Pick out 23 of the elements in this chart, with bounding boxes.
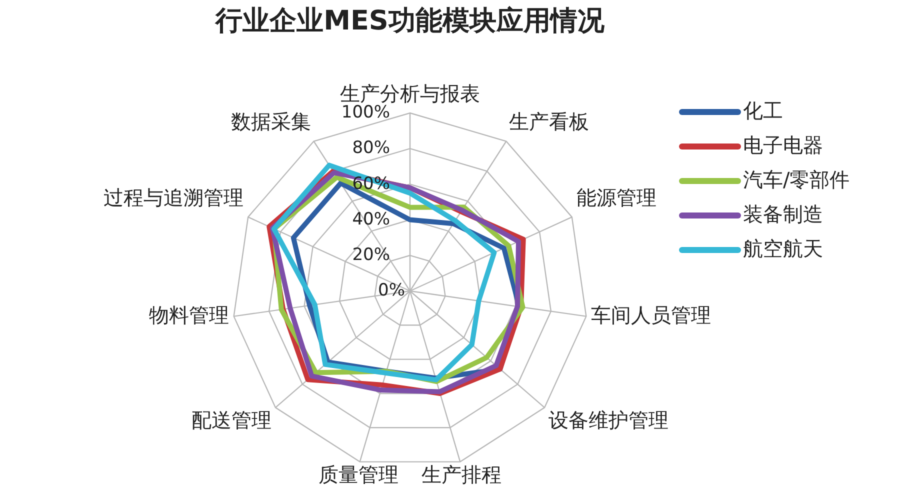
y-tick-label: 40% xyxy=(352,209,390,230)
y-tick-label: 20% xyxy=(352,245,390,266)
spoke-label: 生产排程 xyxy=(422,462,502,486)
spoke-label: 能源管理 xyxy=(576,186,656,210)
spoke-label: 设备维护管理 xyxy=(548,408,668,432)
chart-title: 行业企业MES功能模块应用情况 xyxy=(214,5,606,36)
spoke-label: 过程与追溯管理 xyxy=(104,186,244,210)
y-tick-label: 100% xyxy=(341,102,390,123)
spoke-label: 车间人员管理 xyxy=(591,302,712,327)
legend-label: 汽车/零部件 xyxy=(743,167,850,192)
legend-label: 航空航天 xyxy=(743,236,823,260)
y-tick-label: 80% xyxy=(352,138,390,158)
legend-label: 电子电器 xyxy=(743,132,823,157)
spoke-label: 配送管理 xyxy=(192,408,272,432)
spoke-label: 生产看板 xyxy=(508,110,589,134)
spoke-label: 质量管理 xyxy=(318,462,398,486)
spoke-label: 物料管理 xyxy=(148,302,229,327)
y-tick-label: 60% xyxy=(352,174,390,194)
spoke-label: 生产分析与报表 xyxy=(340,81,480,106)
y-tick-label: 0% xyxy=(378,280,405,301)
spoke-label: 数据采集 xyxy=(231,110,312,134)
legend-label: 装备制造 xyxy=(743,202,823,226)
legend-label: 化工 xyxy=(743,98,783,122)
